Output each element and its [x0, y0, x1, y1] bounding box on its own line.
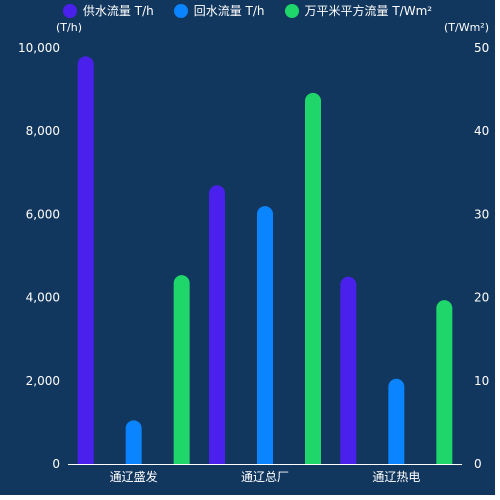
legend-label-supply-flow: 供水流量 T/h: [82, 4, 154, 18]
left-axis-tick-label: 2,000: [26, 374, 60, 388]
legend-item-area-flow[interactable]: 万平米平方流量 T/Wm²: [284, 2, 433, 19]
left-axis-unit: (T/h): [56, 21, 82, 34]
bar-series-0-通辽总厂[interactable]: [209, 185, 225, 464]
right-axis-tick-label: 30: [474, 207, 489, 221]
category-label: 通辽盛发: [110, 469, 158, 484]
left-axis-tick-label: 6,000: [26, 207, 60, 221]
bar-series-1-通辽盛发[interactable]: [125, 420, 142, 464]
category-label: 通辽总厂: [241, 470, 289, 484]
legend-label-return-flow: 回水流量 T/h: [193, 4, 265, 18]
right-axis-tick-label: 50: [474, 41, 489, 55]
bar-series-2-通辽盛发[interactable]: [173, 275, 190, 464]
right-axis-tick-label: 0: [474, 457, 482, 471]
left-axis-tick-label: 10,000: [18, 41, 60, 55]
legend-marker-return-flow: [173, 3, 188, 18]
legend-item-return-flow[interactable]: 回水流量 T/h: [173, 2, 265, 19]
bar-series-2-通辽总厂[interactable]: [305, 92, 321, 464]
right-axis-unit: (T/Wm²): [444, 21, 490, 34]
legend-marker-supply-flow: [62, 3, 77, 18]
bar-series-1-通辽热电[interactable]: [388, 378, 405, 464]
legend-label-area-flow: 万平米平方流量 T/Wm²: [304, 4, 433, 18]
right-axis-tick-label: 10: [474, 374, 489, 388]
legend-marker-area-flow: [284, 3, 299, 18]
bar-series-0-通辽盛发[interactable]: [77, 56, 94, 464]
legend-item-supply-flow[interactable]: 供水流量 T/h: [62, 2, 154, 19]
bar-series-2-通辽热电[interactable]: [436, 300, 453, 464]
left-axis-tick-label: 8,000: [26, 124, 60, 138]
bar-series-0-通辽热电[interactable]: [340, 276, 357, 464]
left-axis-tick-label: 0: [52, 457, 60, 471]
bar-series-1-通辽总厂[interactable]: [257, 206, 273, 464]
left-axis-tick-label: 4,000: [26, 291, 60, 305]
right-axis-tick-label: 20: [474, 291, 489, 305]
category-label: 通辽热电: [372, 470, 420, 484]
right-axis-tick-label: 40: [474, 124, 489, 138]
legend: 供水流量 T/h 回水流量 T/h 万平米平方流量 T/Wm²: [0, 2, 495, 19]
